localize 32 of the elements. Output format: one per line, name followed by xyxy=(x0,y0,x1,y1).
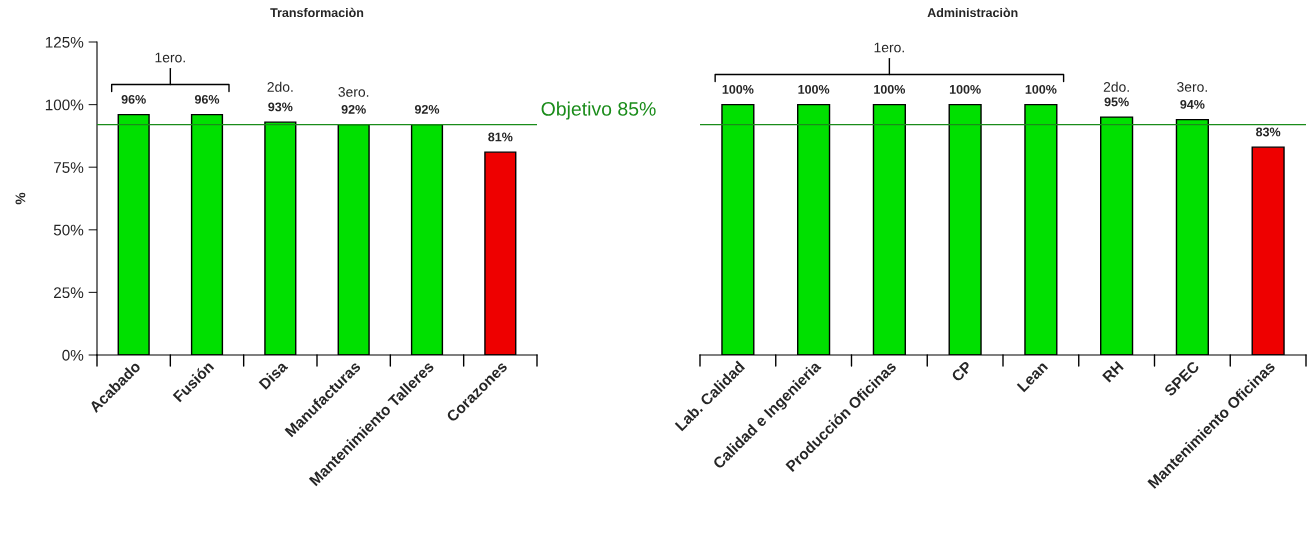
y-tick-label: 125% xyxy=(45,36,84,48)
data-label: 100% xyxy=(798,84,830,94)
data-label: 100% xyxy=(1025,84,1057,94)
data-label: 93% xyxy=(268,102,293,112)
annotation: 1ero. xyxy=(874,42,904,53)
y-tick-label: 75% xyxy=(54,162,84,173)
data-label: 92% xyxy=(414,104,440,114)
y-axis-title: % xyxy=(15,192,26,205)
annotation: 1ero. xyxy=(155,52,185,63)
data-label: 100% xyxy=(874,84,906,94)
ref-line-label: Objetivo 85% xyxy=(541,101,656,120)
chart-title: Transformaciòn xyxy=(270,7,364,18)
annotation: 3ero. xyxy=(1177,82,1207,92)
chart-title: Administraciòn xyxy=(927,7,1018,18)
data-label: 81% xyxy=(488,132,513,142)
x-tick-label: CP xyxy=(950,360,973,383)
annotation: 3ero. xyxy=(338,87,369,97)
annotation: 2do. xyxy=(267,81,293,92)
data-label: 96% xyxy=(194,94,220,104)
data-label: 95% xyxy=(1104,97,1129,107)
y-tick-label: 25% xyxy=(54,287,84,299)
y-tick-label: 100% xyxy=(45,99,84,111)
data-label: 100% xyxy=(722,84,754,94)
data-label: 83% xyxy=(1256,127,1281,137)
annotation: 2do. xyxy=(1103,81,1129,92)
x-tick-label: RH xyxy=(1102,360,1124,383)
data-label: 92% xyxy=(341,104,366,114)
y-tick-label: 50% xyxy=(53,224,84,236)
data-label: 94% xyxy=(1180,99,1205,109)
data-label: 100% xyxy=(949,84,981,94)
y-tick-label: 0% xyxy=(62,349,84,361)
data-label: 96% xyxy=(121,94,146,104)
